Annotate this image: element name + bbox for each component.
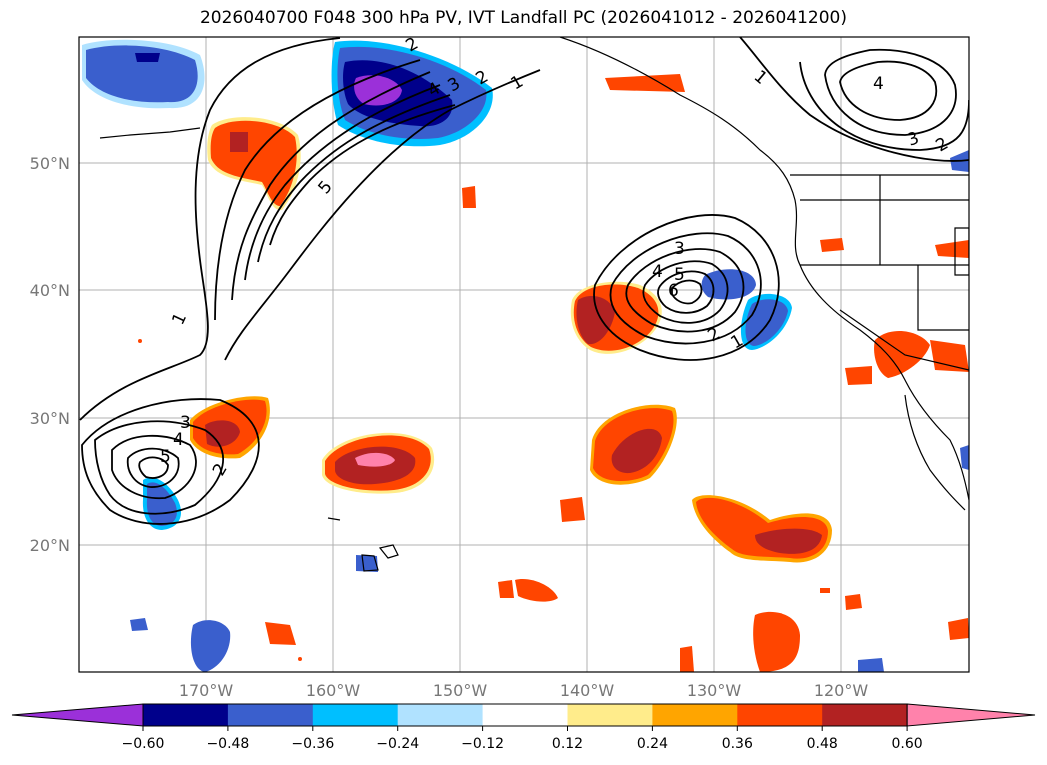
colorbar-frame [142, 703, 908, 727]
colorbar-tick-label: −0.24 [376, 736, 419, 752]
contour-label: 4 [652, 262, 663, 282]
map-title: 2026040700 F048 300 hPa PV, IVT Landfall… [199, 8, 847, 28]
lat-tick-label: 30°N [30, 409, 70, 428]
colorbar-tick-label: 0.60 [892, 736, 923, 752]
contour-label: 5 [674, 265, 685, 285]
colorbar-segment [227, 704, 314, 726]
lat-tick-label: 50°N [30, 154, 70, 173]
colorbar-segment [567, 704, 653, 726]
longitude-labels: 170°W 160°W 150°W 140°W 130°W 120°W [179, 681, 869, 700]
contour-label: 3 [180, 413, 191, 433]
colorbar-segment [652, 704, 738, 726]
colorbar-tick-label: −0.60 [122, 736, 165, 752]
latitude-labels: 50°N 40°N 30°N 20°N [30, 154, 70, 555]
contour-label: 3 [674, 239, 685, 259]
colorbar-tick-label: 0.48 [807, 736, 838, 752]
lon-tick-label: 130°W [687, 681, 742, 700]
colorbar-segment [312, 704, 399, 726]
contour-label: 4 [173, 430, 184, 450]
lon-tick-label: 160°W [306, 681, 361, 700]
pc-contours [79, 37, 969, 525]
lat-tick-label: 20°N [30, 536, 70, 555]
colorbar-extend-high [906, 703, 1036, 727]
map-layers: 1 2 3 4 5 2 1 3 4 5 2 3 4 5 6 2 1 1 4 3 … [79, 37, 969, 672]
plot-frame [78, 36, 970, 673]
lat-tick-label: 40°N [30, 281, 70, 300]
colorbar-tick-label: 0.24 [637, 736, 668, 752]
coastlines [99, 37, 969, 572]
contour-label: 4 [873, 74, 884, 94]
colorbar-segment [143, 704, 229, 726]
colorbar-segment [397, 704, 484, 726]
colorbar-tick-label: 0.36 [722, 736, 753, 752]
colorbar-tick-label: −0.48 [206, 736, 249, 752]
lon-tick-label: 120°W [814, 681, 869, 700]
colorbar-tick-label: −0.36 [291, 736, 334, 752]
colorbar-segment [482, 704, 568, 726]
contour-label: 5 [160, 447, 171, 467]
colorbar-tick-label: −0.12 [461, 736, 504, 752]
lon-tick-label: 170°W [179, 681, 234, 700]
colorbar-segment [737, 704, 823, 726]
colorbar-tick-label: 0.12 [552, 736, 583, 752]
colorbar: −0.60 −0.48 −0.36 −0.24 −0.12 0.12 0.24 0.36 0.4… [11, 703, 1036, 752]
contour-label: 6 [668, 281, 679, 301]
colorbar-segment [822, 704, 908, 726]
negative-pv-shading [82, 39, 969, 672]
colorbar-extend-low [11, 703, 144, 727]
lon-tick-label: 150°W [433, 681, 488, 700]
lon-tick-label: 140°W [560, 681, 615, 700]
